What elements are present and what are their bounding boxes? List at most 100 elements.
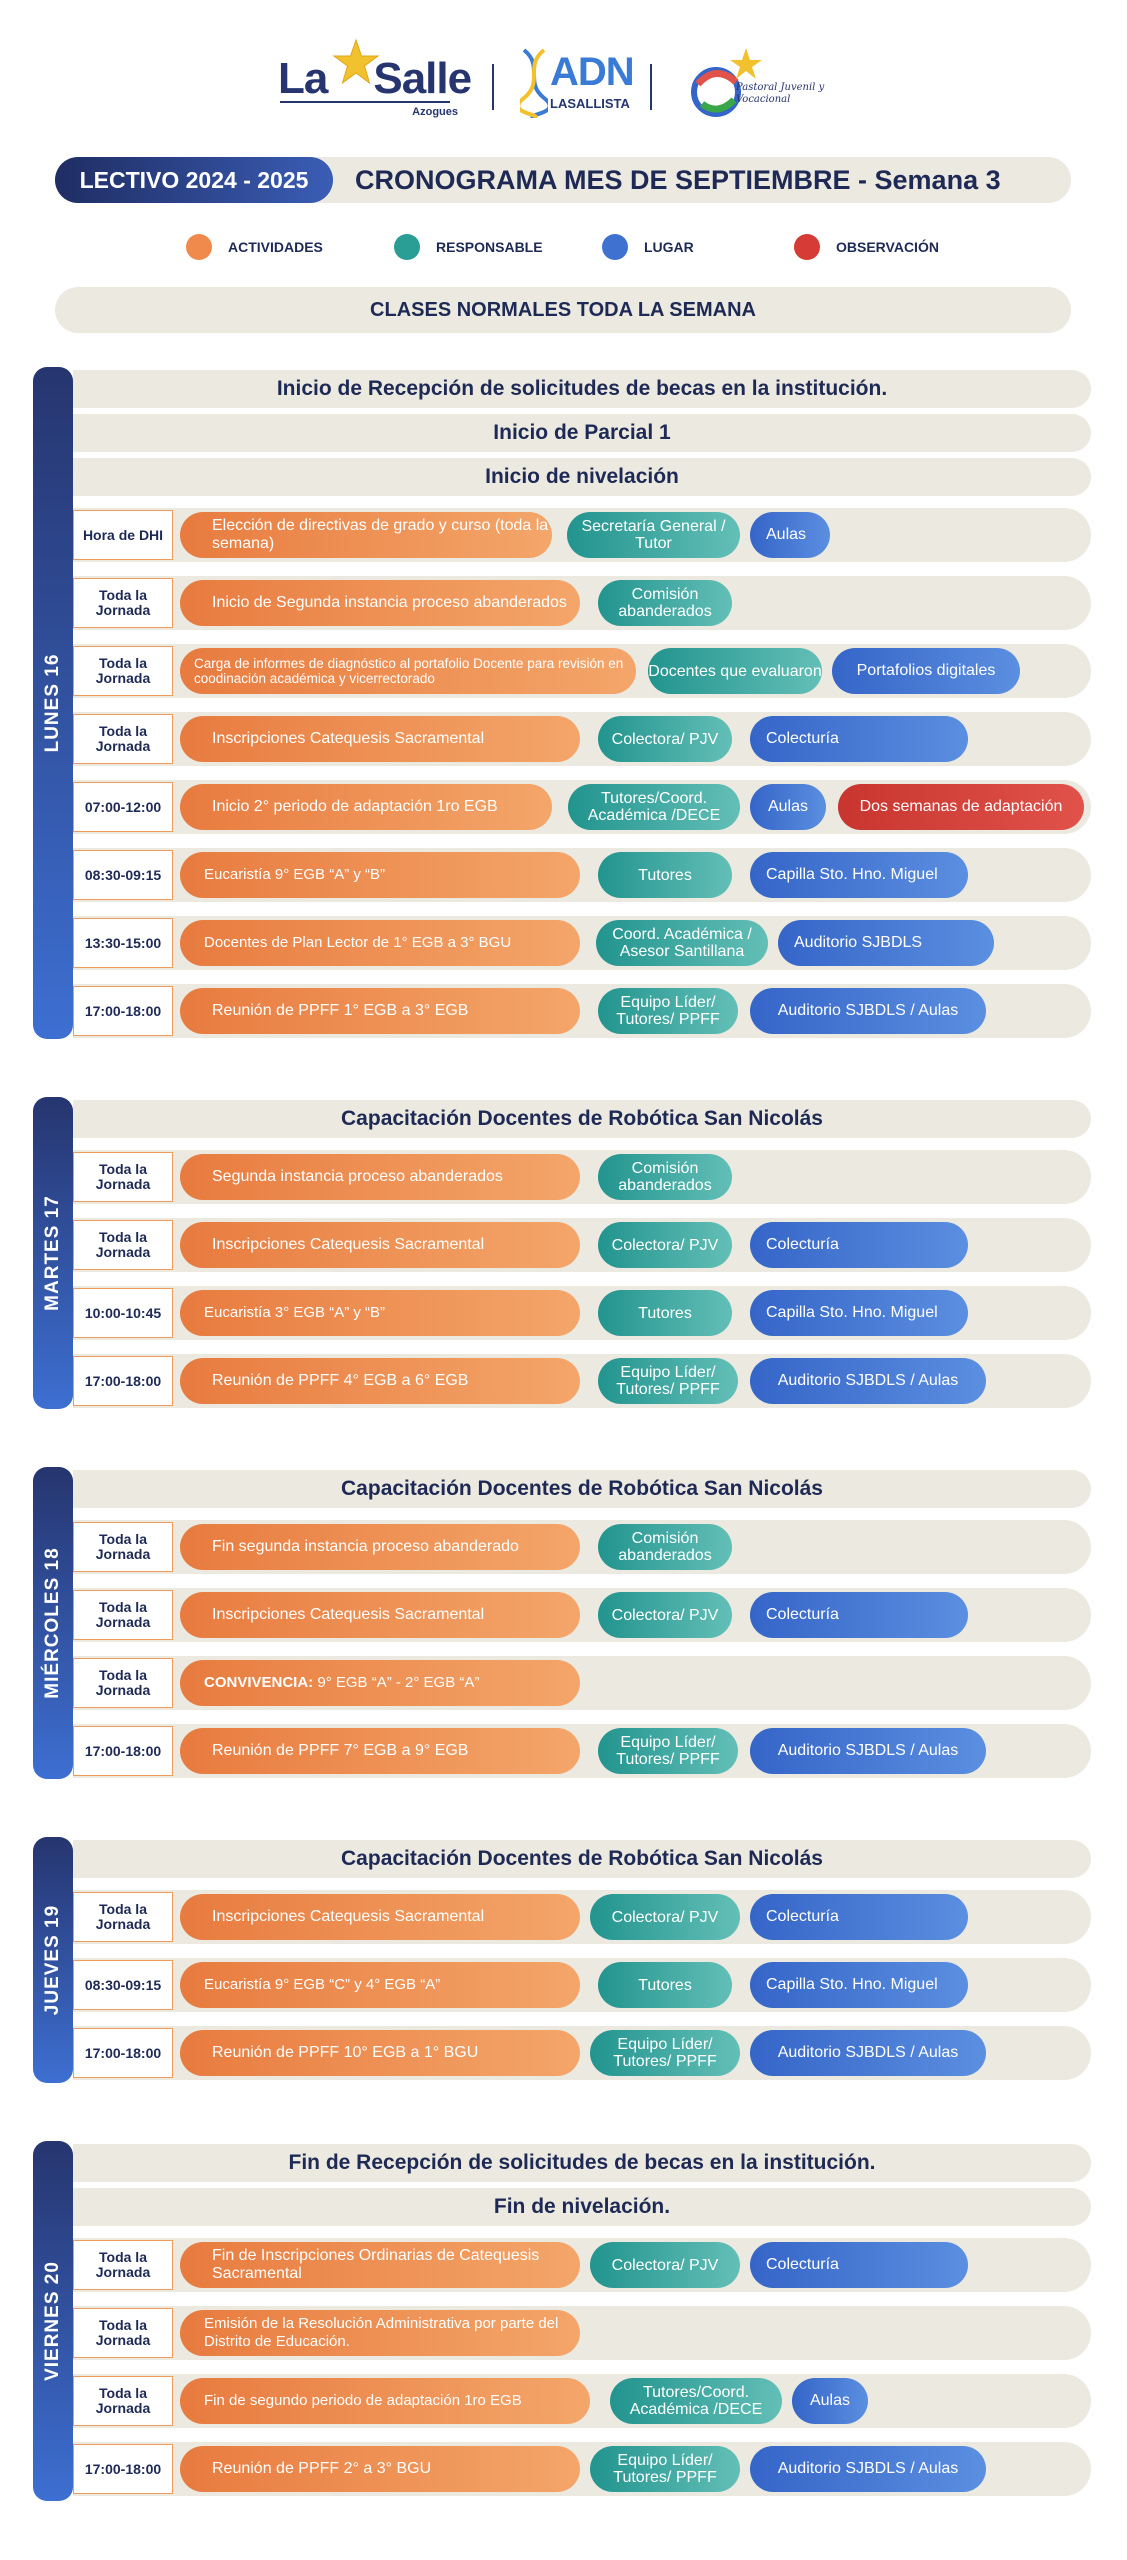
day-label-text: MARTES 17 [42,1195,63,1311]
responsible-pill: Equipo Líder/ Tutores/ PPFF [590,2030,740,2076]
day-header: Fin de nivelación. [73,2188,1091,2226]
responsible-pill: Docentes que evaluaron [648,648,822,694]
activity-pill: Docentes de Plan Lector de 1° EGB a 3° B… [180,920,580,966]
responsible-pill: Comisión abanderados [598,580,732,626]
day-header: Inicio de Recepción de solicitudes de be… [73,370,1091,408]
activity-pill: Segunda instancia proceso abanderados [180,1154,580,1200]
activity-pill: Inscripciones Catequesis Sacramental [180,1222,580,1268]
day-label-wednesday: MIÉRCOLES 18 [33,1467,73,1779]
time-cell: Hora de DHI [73,510,173,560]
responsible-pill: Comisión abanderados [598,1524,732,1570]
place-pill: Colecturía [750,716,968,762]
activity-pill: Reunión de PPFF 4° EGB a 6° EGB [180,1358,580,1404]
header-divider-2 [650,64,652,110]
school-year-badge: LECTIVO 2024 - 2025 [55,157,333,203]
orange-dot-icon [186,234,212,260]
place-pill: Colecturía [750,2242,968,2288]
time-cell: Toda la Jornada [73,578,173,628]
legend-label: RESPONSABLE [436,239,543,255]
activity-pill: Fin segunda instancia proceso abanderado [180,1524,580,1570]
place-pill: Auditorio SJBDLS / Aulas [750,988,986,1034]
legend-activities: ACTIVIDADES [186,234,323,260]
time-cell: Toda la Jornada [73,2308,173,2358]
activity-pill: Reunión de PPFF 1° EGB a 3° EGB [180,988,580,1034]
responsible-pill: Equipo Líder/ Tutores/ PPFF [598,1728,738,1774]
place-text: Colecturía [766,730,839,747]
legend-label: OBSERVACIÓN [836,239,939,255]
day-label-text: JUEVES 19 [42,1904,63,2016]
day-header: Inicio de Parcial 1 [73,414,1091,452]
responsible-pill: Tutores [598,1290,732,1336]
lasalle-subtitle: Azogues [412,106,458,118]
activity-pill: Inicio 2° periodo de adaptación 1ro EGB [180,784,552,830]
star-icon [332,38,380,85]
activity-pill: Reunión de PPFF 2° a 3° BGU [180,2446,580,2492]
time-cell: 13:30-15:00 [73,918,173,968]
time-cell: 17:00-18:00 [73,1726,173,1776]
place-pill: Auditorio SJBDLS / Aulas [750,1728,986,1774]
activity-pill: Fin de segundo periodo de adaptación 1ro… [180,2378,590,2424]
day-label-text: LUNES 16 [42,653,63,753]
responsible-pill: Equipo Líder/ Tutores/ PPFF [598,988,738,1034]
time-cell: Toda la Jornada [73,2240,173,2290]
blue-dot-icon [602,234,628,260]
activity-pill: Emisión de la Resolución Administrativa … [180,2310,580,2356]
activity-pill: Inscripciones Catequesis Sacramental [180,1592,580,1638]
lasalle-wordmark: La Salle [278,54,472,103]
time-cell: Toda la Jornada [73,1658,173,1708]
activity-pill: Inicio de Segunda instancia proceso aban… [180,580,580,626]
legend-observation: OBSERVACIÓN [794,234,939,260]
place-pill: Colecturía [750,1592,968,1638]
legend-label: ACTIVIDADES [228,239,323,255]
responsible-pill: Secretaría General / Tutor [567,512,740,558]
lasalle-logo: La Salle Azogues [278,38,478,122]
time-cell: Toda la Jornada [73,1220,173,1270]
page-title: CRONOGRAMA MES DE SEPTIEMBRE - Semana 3 [355,164,1001,195]
day-label-monday: LUNES 16 [33,367,73,1039]
time-cell: 08:30-09:15 [73,1960,173,2010]
responsible-pill: Coord. Académica / Asesor Santillana [596,920,768,966]
time-cell: 07:00-12:00 [73,782,173,832]
weekly-notice: CLASES NORMALES TODA LA SEMANA [55,287,1071,333]
activity-pill: Fin de Inscripciones Ordinarias de Cateq… [180,2242,580,2288]
time-cell: Toda la Jornada [73,1892,173,1942]
day-label-thursday: JUEVES 19 [33,1837,73,2083]
responsible-pill: Equipo Líder/ Tutores/ PPFF [590,2446,740,2492]
day-header: Capacitación Docentes de Robótica San Ni… [73,1100,1091,1138]
time-cell: Toda la Jornada [73,1152,173,1202]
place-pill: Auditorio SJBDLS / Aulas [750,1358,986,1404]
pastoral-text: Pastoral Juvenil y Vocacional [736,82,825,105]
legend-label: LUGAR [644,239,694,255]
adn-wordmark: ADN [550,50,635,94]
activity-pill: Reunión de PPFF 10° EGB a 1° BGU [180,2030,580,2076]
responsible-pill: Tutores/Coord. Académica /DECE [610,2378,782,2424]
header-divider [492,64,494,110]
legend-responsible: RESPONSABLE [394,234,543,260]
responsible-pill: Colectora/ PJV [598,716,732,762]
time-cell: 17:00-18:00 [73,1356,173,1406]
place-pill: Capilla Sto. Hno. Miguel [750,852,968,898]
place-pill: Aulas [750,784,826,830]
activity-pill: Eucaristía 9° EGB “C” y 4° EGB “A” [180,1962,580,2008]
time-cell: Toda la Jornada [73,1522,173,1572]
day-header: Capacitación Docentes de Robótica San Ni… [73,1840,1091,1878]
time-cell: 17:00-18:00 [73,2028,173,2078]
time-cell: Toda la Jornada [73,714,173,764]
responsible-pill: Tutores [598,852,732,898]
responsible-pill: Tutores [598,1962,732,2008]
responsible-pill: Colectora/ PJV [590,1894,740,1940]
place-pill: Auditorio SJBDLS / Aulas [750,2446,986,2492]
legend-place: LUGAR [602,234,694,260]
time-cell: 17:00-18:00 [73,986,173,1036]
lasalle-underline [280,101,450,103]
place-pill: Capilla Sto. Hno. Miguel [750,1962,968,2008]
teal-dot-icon [394,234,420,260]
responsible-pill: Tutores/Coord. Académica /DECE [568,784,740,830]
place-pill: Portafolios digitales [832,648,1020,694]
place-pill: Colecturía [750,1894,968,1940]
responsible-pill: Colectora/ PJV [598,1222,732,1268]
activity-pill: Carga de informes de diagnóstico al port… [180,648,636,694]
activity-pill: Inscripciones Catequesis Sacramental [180,1894,580,1940]
place-pill: Auditorio SJBDLS / Aulas [750,2030,986,2076]
place-pill: Capilla Sto. Hno. Miguel [750,1290,968,1336]
